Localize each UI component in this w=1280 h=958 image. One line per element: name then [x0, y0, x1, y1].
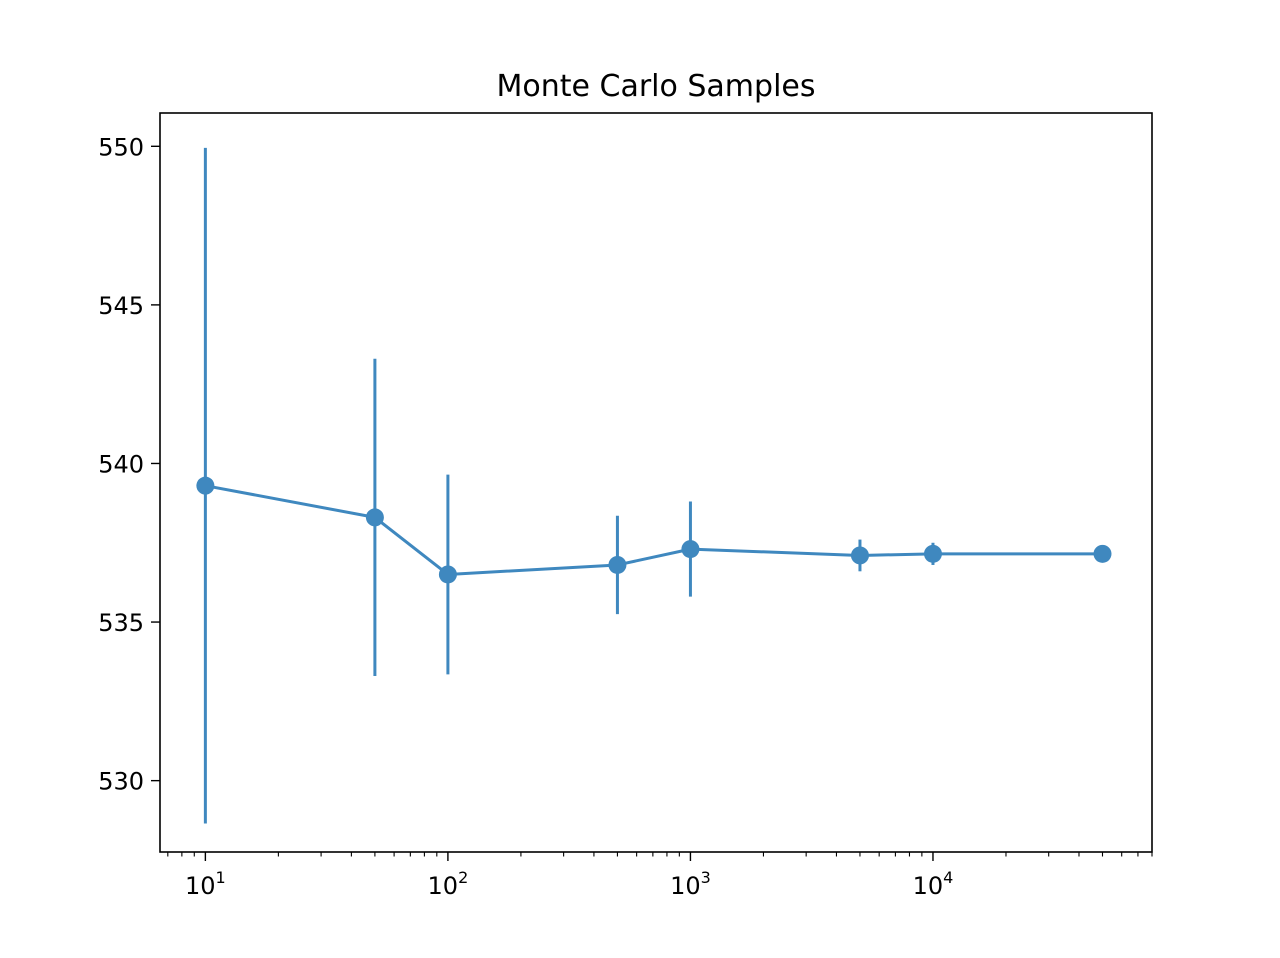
data-point: [365, 508, 384, 527]
data-point: [1093, 544, 1112, 563]
x-major-ticks: 101 102 103 104: [185, 852, 953, 900]
x-tick-label: 102: [428, 868, 469, 900]
plot-area-frame: [159, 112, 1153, 853]
y-tick-label: 545: [98, 292, 144, 320]
data-point: [608, 555, 627, 574]
data-point: [438, 565, 457, 584]
y-tick-label: 540: [98, 450, 144, 478]
chart-title: Monte Carlo Samples: [496, 69, 815, 104]
y-tick-label: 530: [98, 768, 144, 796]
series-line: [203, 484, 1104, 576]
y-tick-label: 550: [98, 133, 144, 161]
y-tick-label: 535: [98, 609, 144, 637]
data-point: [923, 544, 942, 563]
x-tick-label: 103: [670, 868, 711, 900]
data-point: [196, 476, 215, 495]
series-line-layer: [203, 484, 1104, 576]
y-axis-ticks: 530 535 540 545 550: [98, 133, 160, 796]
data-points: [196, 476, 1112, 584]
data-point: [681, 540, 700, 559]
data-point: [850, 546, 869, 565]
x-tick-label: 104: [913, 868, 954, 900]
x-tick-label: 101: [185, 868, 226, 900]
